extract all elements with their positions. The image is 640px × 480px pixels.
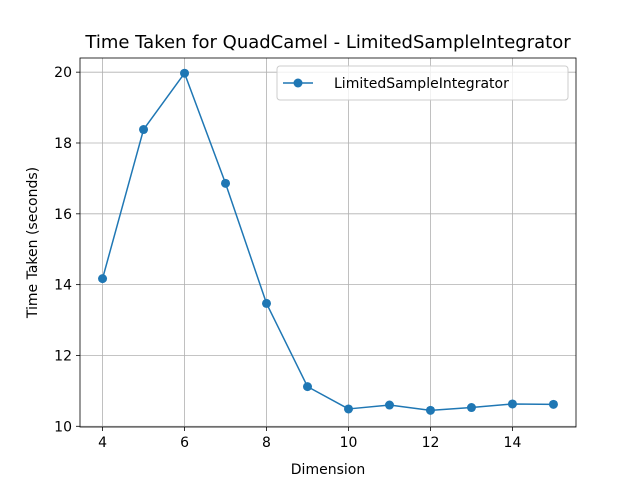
y-tick-label: 20: [54, 65, 72, 81]
data-point: [98, 274, 108, 284]
data-point: [262, 298, 272, 308]
data-point: [384, 400, 394, 410]
data-point: [180, 68, 190, 78]
series-layer: [98, 68, 558, 415]
data-point: [425, 405, 435, 415]
x-axis-ticks: 4 6 8 10 12 14: [98, 427, 521, 451]
y-axis-label: Time Taken (seconds): [25, 167, 41, 319]
x-tick-label: 4: [98, 435, 107, 451]
legend-marker: [293, 78, 303, 88]
y-tick-label: 18: [54, 136, 72, 152]
x-axis-label: Dimension: [291, 462, 365, 478]
legend-label: LimitedSampleIntegrator: [334, 76, 509, 92]
plot-frame: [79, 57, 577, 428]
data-point: [466, 403, 476, 413]
series-line: [101, 72, 554, 412]
grid: [80, 58, 576, 427]
data-point: [343, 404, 353, 414]
legend: LimitedSampleIntegrator: [276, 65, 569, 101]
y-axis-ticks: 10 12 14 16 18 20: [54, 65, 80, 435]
y-tick-label: 14: [54, 278, 72, 294]
data-point: [507, 399, 517, 409]
y-tick-label: 16: [54, 207, 72, 223]
data-point: [221, 178, 231, 188]
x-tick-label: 10: [340, 435, 358, 451]
legend-box: [276, 65, 569, 101]
data-point: [548, 399, 558, 409]
chart-title: Time Taken for QuadCamel - LimitedSample…: [84, 32, 571, 53]
x-tick-label: 12: [422, 435, 440, 451]
y-tick-label: 12: [54, 348, 72, 364]
x-tick-label: 8: [262, 435, 271, 451]
y-tick-label: 10: [54, 419, 72, 435]
x-tick-label: 6: [180, 435, 189, 451]
data-point: [139, 125, 149, 135]
data-point: [303, 382, 313, 392]
x-tick-label: 14: [504, 435, 522, 451]
